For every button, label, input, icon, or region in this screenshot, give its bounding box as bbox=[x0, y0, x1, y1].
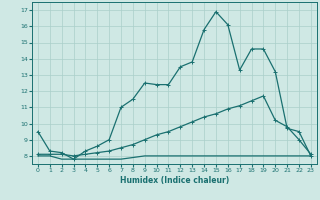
X-axis label: Humidex (Indice chaleur): Humidex (Indice chaleur) bbox=[120, 176, 229, 185]
